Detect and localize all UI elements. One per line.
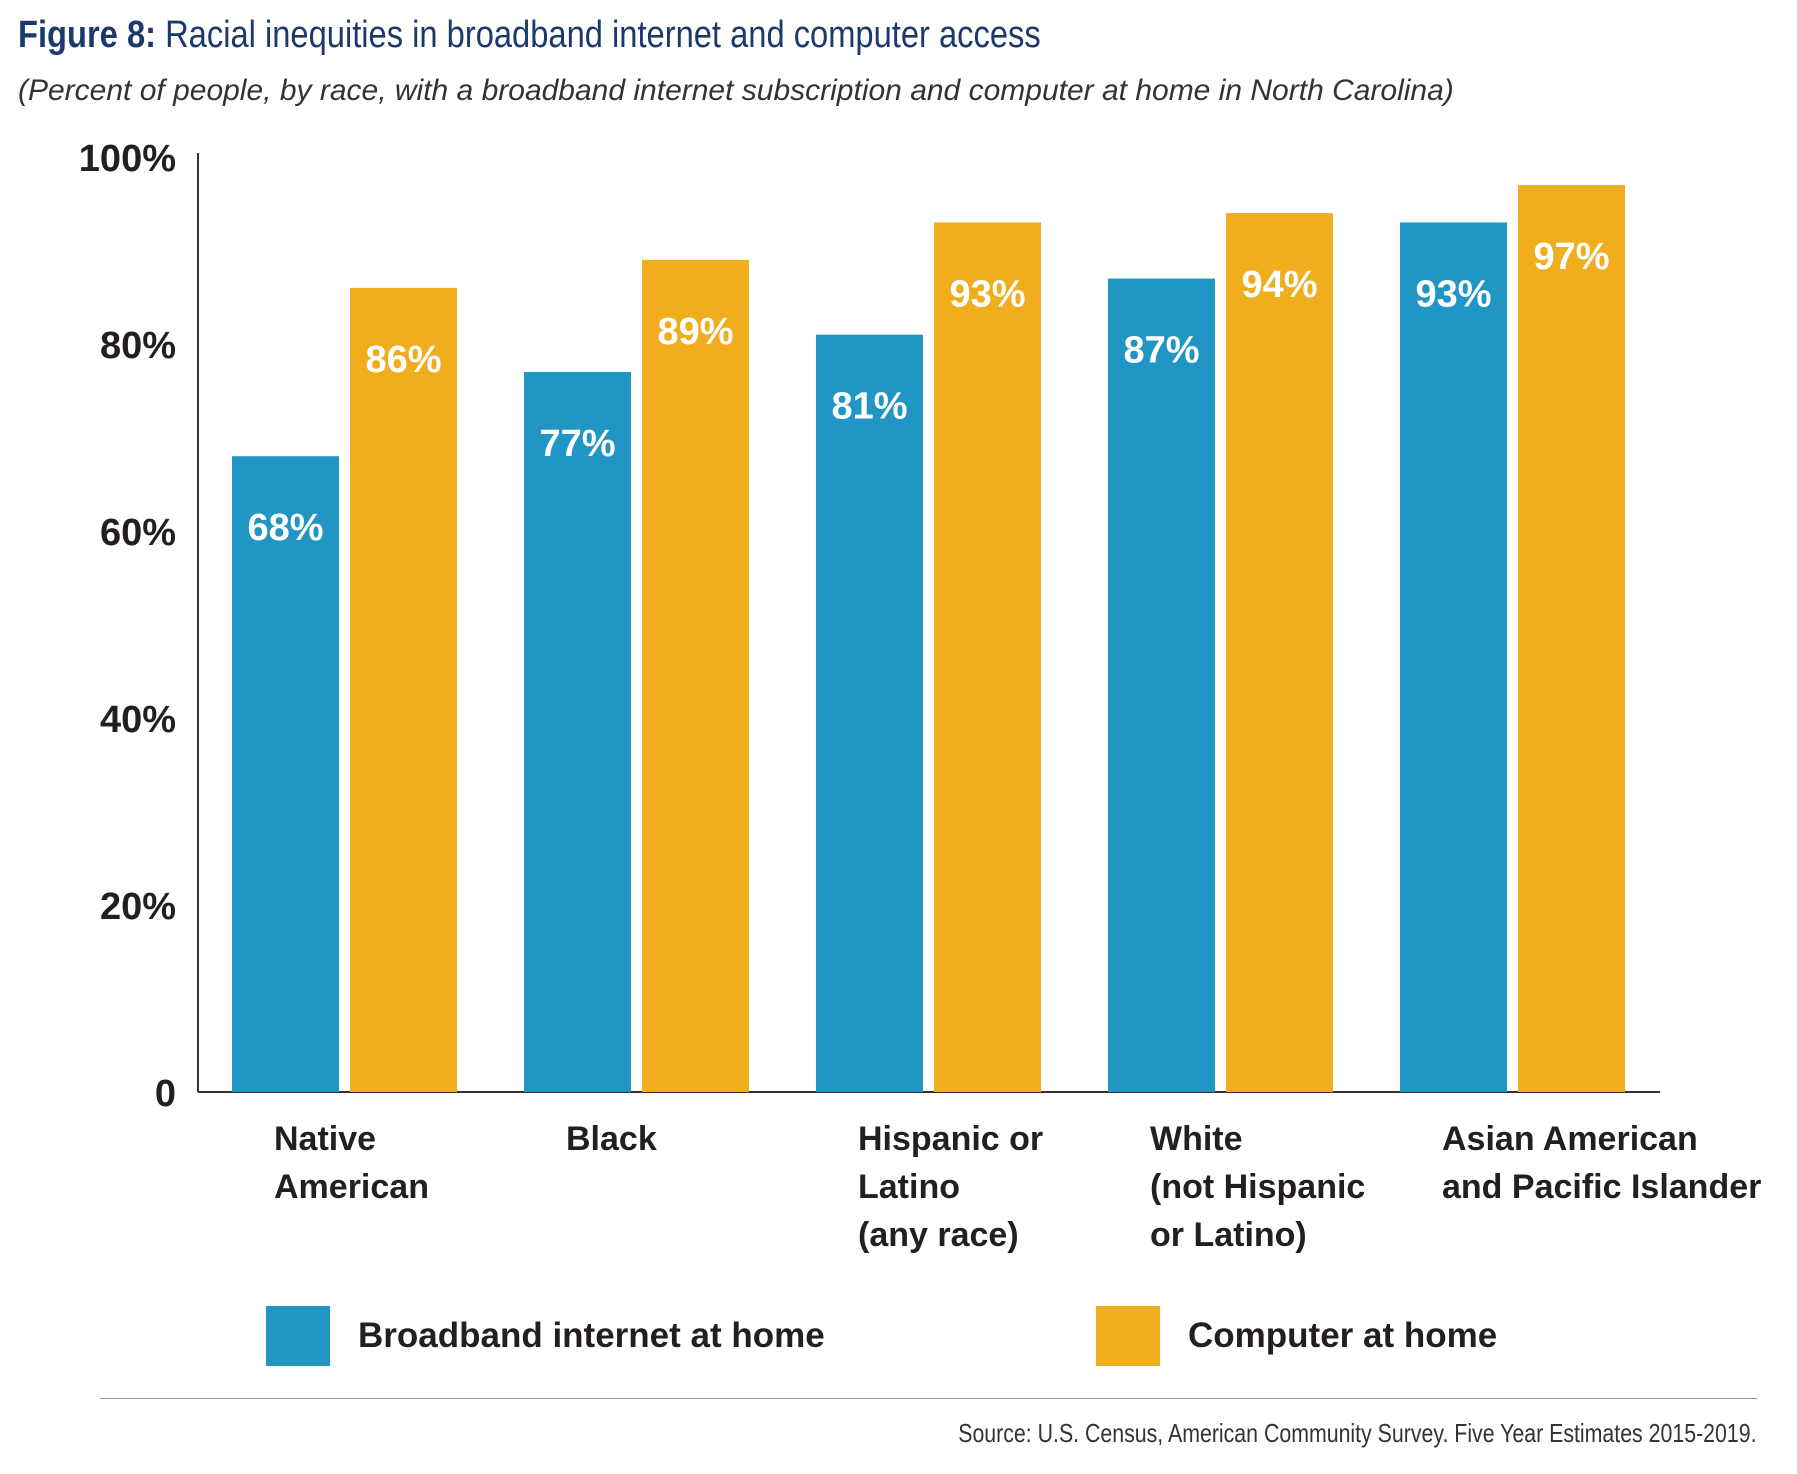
y-tick-label: 0 (155, 1073, 176, 1115)
bar-value-label: 93% (1415, 273, 1491, 315)
bar-broadband (1400, 222, 1507, 1092)
y-tick-label: 20% (100, 886, 176, 928)
y-tick-label: 40% (100, 699, 176, 741)
x-category-label: American (274, 1168, 429, 1206)
x-category-label: White (1150, 1120, 1243, 1158)
x-category-label: or Latino) (1150, 1216, 1307, 1254)
chart-subtitle: (Percent of people, by race, with a broa… (18, 74, 1454, 107)
bar-value-label: 89% (657, 311, 733, 353)
bar-value-label: 86% (365, 339, 441, 381)
bar-chart: 0 20% 40% 60% 80% 100% 68% 86% Native American 77%… (79, 138, 1761, 1366)
y-tick-label: 80% (100, 325, 176, 367)
y-tick-label: 60% (100, 512, 176, 554)
bar-value-label: 77% (539, 423, 615, 465)
x-category-label: Native (274, 1120, 376, 1158)
bar-value-label: 87% (1123, 330, 1199, 372)
figure-label: Figure 8: (18, 14, 157, 56)
x-category-label: Latino (858, 1168, 960, 1206)
bar-computer (350, 287, 457, 1092)
bar-computer (1226, 213, 1333, 1093)
bar-broadband (232, 456, 339, 1092)
x-category-label: (not Hispanic (1150, 1168, 1365, 1206)
legend-label: Computer at home (1188, 1316, 1497, 1355)
bar-computer (1518, 185, 1625, 1093)
bar-computer (934, 222, 1041, 1092)
bar-computer (642, 259, 749, 1093)
figure-title-text: Racial inequities in broadband internet … (165, 14, 1041, 56)
legend-swatch-computer (1096, 1306, 1160, 1366)
bar-value-label: 94% (1241, 264, 1317, 306)
x-category-label: Hispanic or (858, 1120, 1043, 1158)
bar-value-label: 93% (949, 273, 1025, 315)
x-category-label: Asian American (1442, 1120, 1698, 1158)
legend-swatch-broadband (266, 1306, 330, 1366)
bar-value-label: 97% (1533, 236, 1609, 278)
legend-label: Broadband internet at home (358, 1316, 825, 1355)
bar-broadband (524, 372, 631, 1092)
x-category-label: (any race) (858, 1216, 1019, 1254)
bar-broadband (1108, 278, 1215, 1092)
footer-divider (100, 1398, 1757, 1399)
bar-broadband (816, 334, 923, 1092)
bar-value-label: 81% (831, 386, 907, 428)
x-category-label: and Pacific Islander (1442, 1168, 1761, 1206)
chart-title: Figure 8: Racial inequities in broadband… (18, 14, 1041, 57)
bar-value-label: 68% (247, 507, 323, 549)
y-tick-label: 100% (79, 138, 176, 180)
x-category-label: Black (566, 1120, 657, 1158)
source-note: Source: U.S. Census, American Community … (958, 1418, 1757, 1448)
